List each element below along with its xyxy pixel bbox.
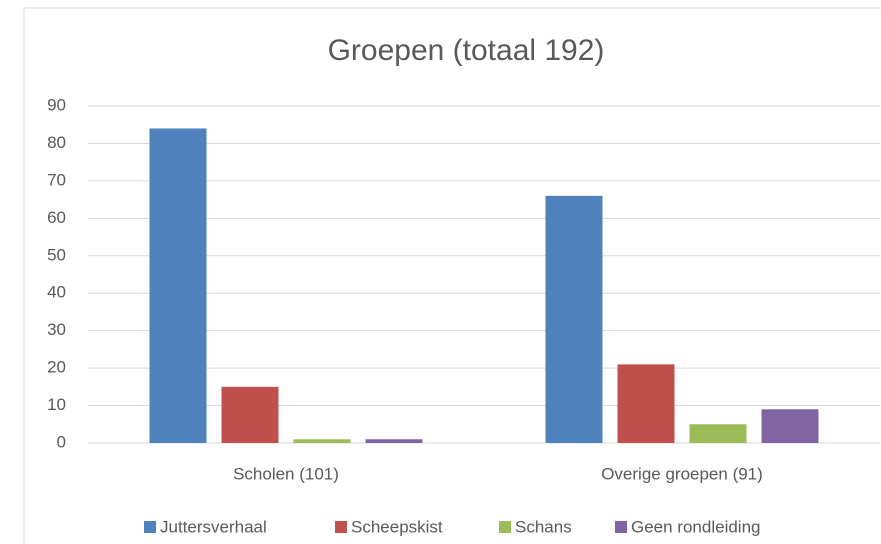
y-tick-label: 40	[47, 283, 66, 302]
bar	[365, 439, 423, 443]
y-tick-label: 10	[47, 395, 66, 414]
bar	[617, 364, 675, 443]
y-tick-label: 0	[57, 432, 66, 451]
bar	[761, 409, 819, 443]
chart-title: Groepen (totaal 192)	[328, 34, 605, 67]
y-tick-label: 60	[47, 208, 66, 227]
bar	[545, 195, 603, 443]
legend-label: Geen rondleiding	[631, 517, 760, 536]
legend-label: Scheepskist	[351, 517, 443, 536]
bar	[293, 439, 351, 443]
bar	[149, 128, 207, 443]
x-tick-label: Overige groepen (91)	[601, 464, 763, 483]
y-tick-label: 90	[47, 95, 66, 114]
y-tick-label: 80	[47, 133, 66, 152]
bar	[221, 386, 279, 443]
legend-label: Juttersverhaal	[160, 517, 267, 536]
legend-swatch	[335, 521, 347, 533]
y-tick-label: 70	[47, 170, 66, 189]
y-tick-label: 50	[47, 245, 66, 264]
x-tick-label: Scholen (101)	[233, 464, 339, 483]
y-tick-label: 20	[47, 358, 66, 377]
legend-label: Schans	[515, 517, 572, 536]
legend-swatch	[615, 521, 627, 533]
legend-swatch	[144, 521, 156, 533]
bar	[689, 424, 747, 443]
y-tick-label: 30	[47, 320, 66, 339]
legend-swatch	[499, 521, 511, 533]
